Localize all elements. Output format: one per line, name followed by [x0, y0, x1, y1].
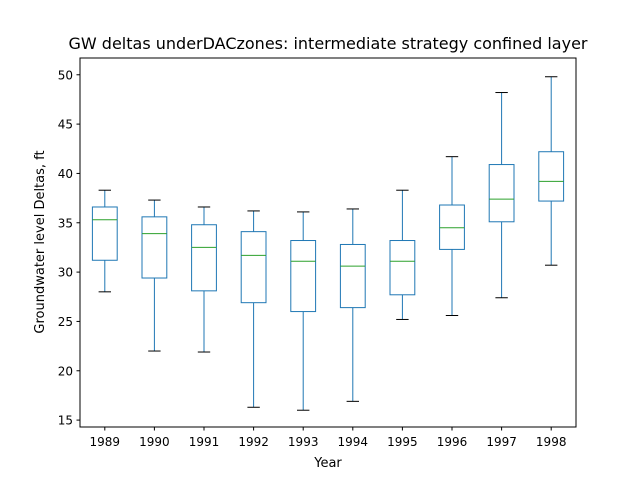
box: [191, 224, 217, 292]
y-tick-label: 45: [58, 118, 73, 132]
x-tick-label: 1994: [338, 435, 369, 449]
y-tick-label: 30: [58, 266, 73, 280]
x-axis-label: Year: [313, 456, 342, 471]
x-tick-label: 1993: [288, 435, 319, 449]
box: [240, 231, 267, 304]
box: [141, 216, 168, 279]
box: [488, 164, 515, 223]
box: [339, 243, 366, 309]
x-tick-label: 1989: [90, 435, 121, 449]
x-tick-label: 1992: [238, 435, 269, 449]
y-tick-label: 25: [58, 315, 73, 329]
x-tick-label: 1995: [387, 435, 418, 449]
y-tick-label: 20: [58, 364, 73, 378]
y-tick-label: 15: [58, 414, 73, 428]
box: [91, 206, 118, 261]
y-tick-label: 35: [58, 216, 73, 230]
x-tick-label: 1997: [486, 435, 517, 449]
box: [290, 240, 317, 313]
y-tick-label: 40: [58, 167, 73, 181]
box: [538, 151, 565, 202]
x-tick-label: 1991: [189, 435, 220, 449]
plot-frame: [79, 57, 577, 428]
x-tick-label: 1998: [536, 435, 567, 449]
box: [389, 240, 416, 296]
y-tick-label: 50: [58, 68, 73, 82]
plot-area: 15 20 25 30 35 40 45 50 1989 1990 1991 1992 1993 1994…: [58, 57, 577, 449]
chart-title: GW deltas underDACzones: intermediate st…: [69, 34, 588, 53]
y-axis-label: Groundwater level Deltas, ft: [33, 150, 48, 333]
x-tick-label: 1996: [437, 435, 468, 449]
x-tick-label: 1990: [139, 435, 170, 449]
